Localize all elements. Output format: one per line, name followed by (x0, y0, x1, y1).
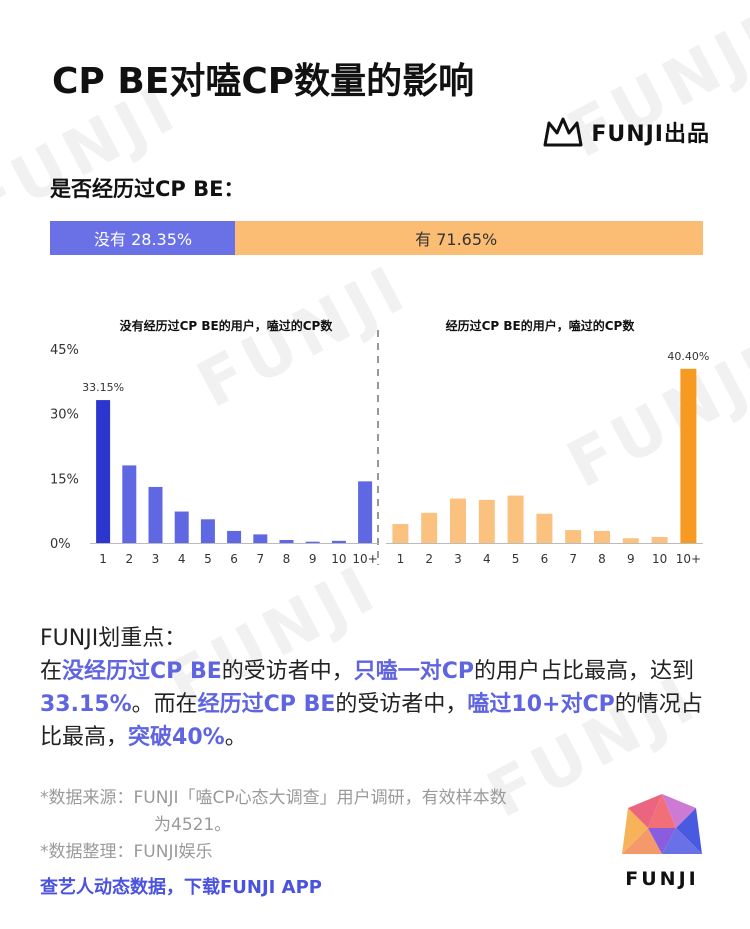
split-segment-no: 没有 28.35% (50, 221, 236, 255)
key-points-body: 在没经历过CP BE的受访者中，只嗑一对CP的用户占比最高，达到33.15%。而… (40, 659, 703, 750)
bar (331, 540, 346, 543)
x-tick-label: 3 (152, 552, 160, 566)
key-points-heading: FUNJI划重点： (40, 626, 187, 651)
key-points: FUNJI划重点： 在没经历过CP BE的受访者中，只嗑一对CP的用户占比最高，… (40, 622, 720, 754)
x-tick-label: 8 (283, 552, 291, 566)
y-tick-label: 30% (50, 408, 79, 423)
split-segment-yes: 有 71.65% (235, 221, 703, 255)
x-tick-label: 1 (99, 552, 107, 566)
x-tick-label: 10 (331, 552, 346, 566)
data-label: 33.15% (82, 381, 124, 394)
x-tick-label: 4 (178, 552, 186, 566)
page-title: CP BE对嗑CP数量的影响 (52, 61, 475, 102)
bar (227, 530, 242, 543)
x-tick-label: 10 (652, 552, 667, 566)
bar (279, 539, 294, 543)
bar (305, 541, 320, 543)
brand-bottom-name: FUNJI (625, 868, 699, 890)
source-line-1: *数据来源：FUNJI「嗑CP心态大调查」用户调研，有效样本数 (40, 788, 507, 808)
bar (450, 498, 466, 543)
split-bar: 没有 28.35% 有 71.65% (50, 221, 703, 255)
bar (507, 495, 524, 543)
x-tick-label: 7 (256, 552, 264, 566)
x-tick-label: 10+ (352, 552, 377, 566)
x-tick-label: 9 (309, 552, 317, 566)
bar (174, 511, 189, 543)
chart-title: 经历过CP BE的用户，嗑过的CP数 (446, 318, 636, 333)
brand-logo-bottom: FUNJI (616, 788, 708, 890)
x-tick-label: 10+ (676, 552, 701, 566)
crown-logo-icon (622, 794, 702, 854)
bar (358, 481, 373, 543)
bar (148, 486, 163, 543)
download-app-link[interactable]: 查艺人动态数据，下载FUNJI APP (40, 877, 322, 898)
bar (622, 538, 639, 543)
data-label: 40.40% (667, 350, 709, 363)
x-tick-label: 6 (541, 552, 549, 566)
source-line-3: *数据整理：FUNJI娱乐 (40, 842, 213, 862)
bar (253, 534, 268, 543)
x-tick-label: 9 (627, 552, 635, 566)
x-tick-label: 2 (125, 552, 133, 566)
y-tick-label: 0% (50, 537, 71, 552)
bar (651, 536, 668, 543)
x-tick-label: 8 (598, 552, 606, 566)
x-tick-label: 5 (204, 552, 212, 566)
bar (200, 519, 215, 543)
brand-name: FUNJI出品 (591, 122, 710, 147)
bar (594, 530, 610, 543)
x-tick-label: 1 (397, 552, 405, 566)
chart-title: 没有经历过CP BE的用户，嗑过的CP数 (120, 318, 334, 333)
x-tick-label: 6 (230, 552, 238, 566)
bar (122, 465, 137, 543)
bar (392, 524, 409, 543)
y-tick-label: 45% (50, 343, 79, 358)
split-label-yes: 有 71.65% (415, 230, 498, 249)
bar (421, 512, 438, 543)
brand-logo: FUNJI出品 (543, 116, 710, 148)
source-line-2: 为4521。 (154, 815, 232, 835)
bar-charts: 0% 15% 30% 45% 没有经历过CP BE的用户，嗑过的CP数 1 33.15% 2 3… (50, 318, 709, 566)
question-label: 是否经历过CP BE： (50, 177, 245, 201)
y-tick-label: 15% (50, 472, 79, 487)
bar (478, 499, 495, 543)
bar (536, 513, 553, 543)
split-label-no: 没有 28.35% (94, 230, 193, 249)
x-tick-label: 4 (483, 552, 491, 566)
bar (680, 368, 697, 543)
data-source: *数据来源：FUNJI「嗑CP心态大调查」用户调研，有效样本数 为4521。 *… (40, 785, 620, 866)
bar (565, 530, 582, 543)
x-tick-label: 5 (512, 552, 520, 566)
crown-icon (543, 117, 583, 147)
bar (96, 400, 111, 543)
x-tick-label: 7 (569, 552, 577, 566)
x-tick-label: 2 (425, 552, 433, 566)
x-tick-label: 3 (454, 552, 462, 566)
